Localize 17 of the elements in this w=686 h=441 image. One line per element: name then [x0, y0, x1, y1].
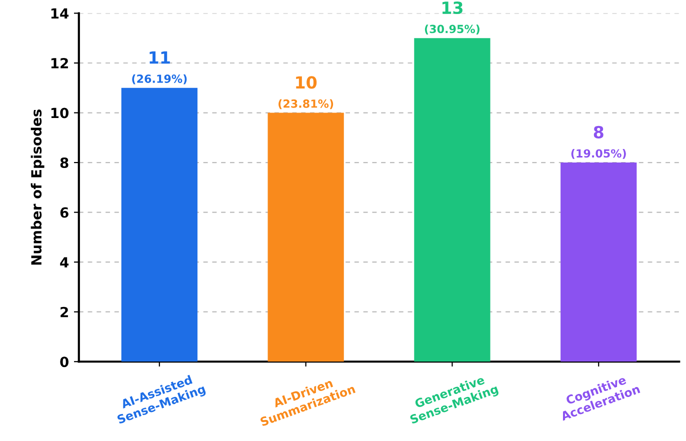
bar — [560, 162, 637, 362]
y-tick-label: 6 — [60, 207, 68, 218]
data-label: 13 (30.95%) — [424, 1, 480, 34]
data-label: 11 (26.19%) — [132, 51, 187, 84]
y-tick-label: 0 — [60, 356, 69, 368]
y-tick-label: 10 — [51, 108, 69, 118]
y-tick-label: 2 — [60, 306, 68, 318]
bar — [414, 38, 490, 362]
y-axis-title: Number of Episodes — [30, 110, 44, 265]
bar — [121, 88, 198, 362]
data-label: 8 (19.05%) — [571, 126, 626, 159]
data-label: 10 (23.81%) — [278, 76, 334, 110]
bar — [268, 112, 344, 362]
y-tick-label: 14 — [51, 8, 69, 19]
y-tick-label: 12 — [51, 58, 68, 68]
y-tick-label: 4 — [60, 257, 69, 268]
y-tick-label: 8 — [60, 158, 68, 168]
